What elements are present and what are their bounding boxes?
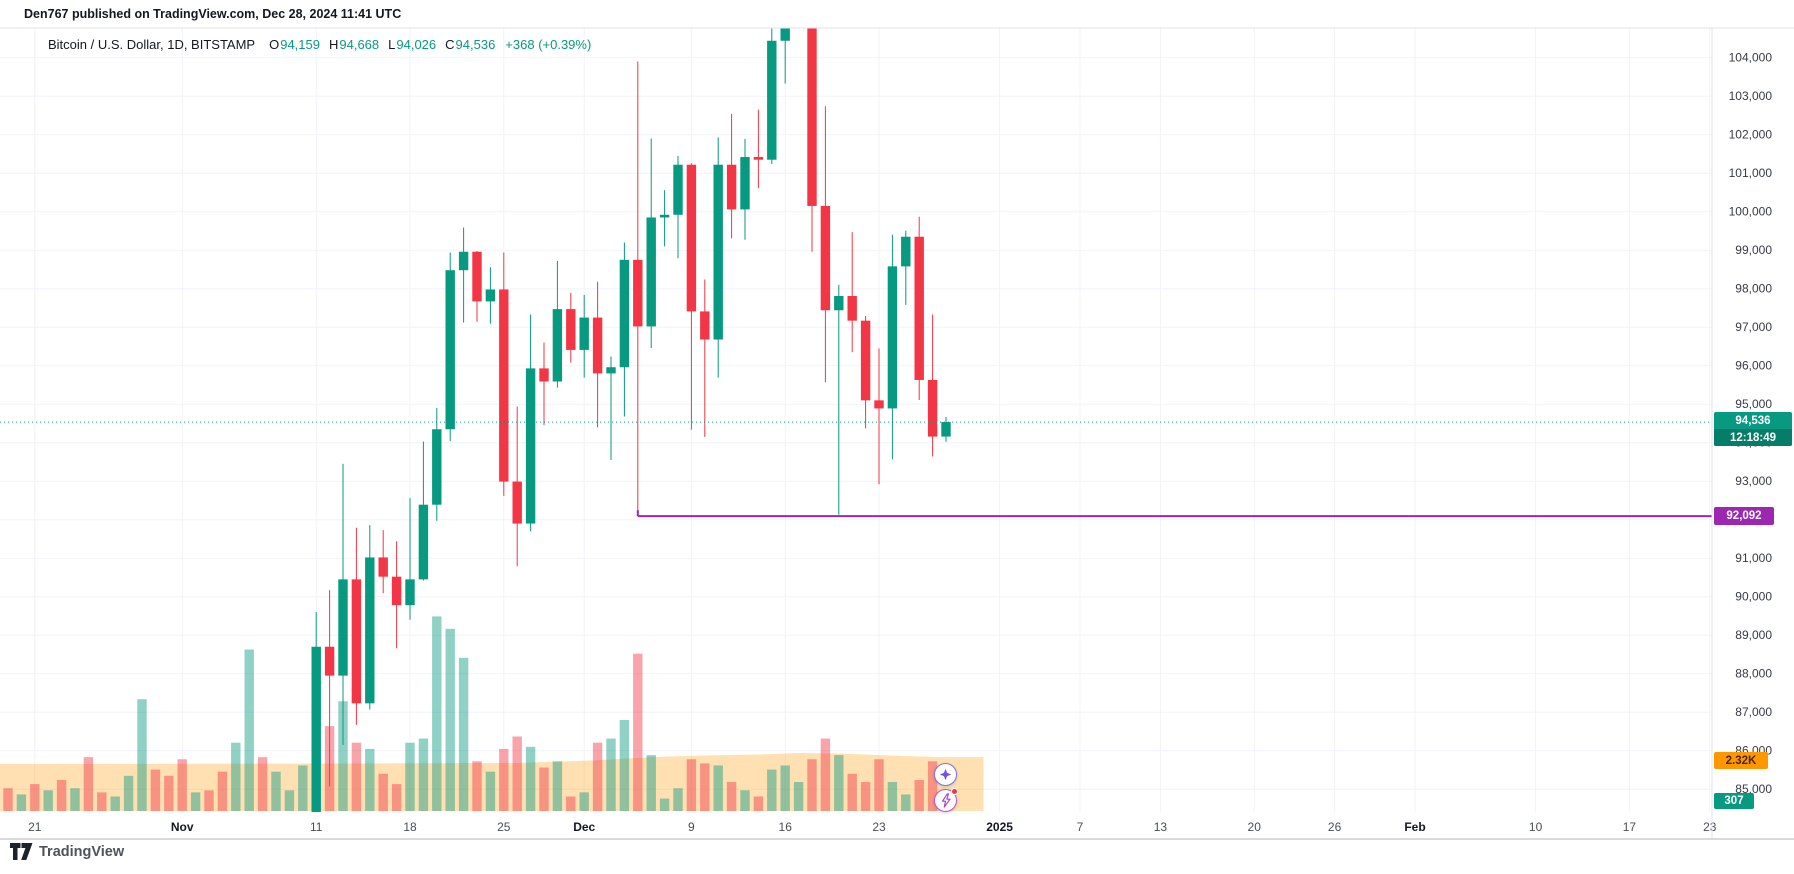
ray-price-badge: 92,092 [1714, 507, 1774, 525]
quick-trade-button[interactable] [934, 788, 958, 812]
last-price-badge: 94,536 12:18:49 [1714, 412, 1792, 446]
high-label: H [328, 36, 339, 52]
svg-text:87,000: 87,000 [1735, 705, 1772, 719]
svg-text:21: 21 [28, 820, 42, 834]
svg-text:100,000: 100,000 [1729, 205, 1773, 219]
svg-text:16: 16 [779, 820, 793, 834]
close-label: C [445, 36, 455, 52]
svg-text:23: 23 [872, 820, 886, 834]
svg-text:10: 10 [1529, 820, 1543, 834]
svg-text:97,000: 97,000 [1735, 320, 1772, 334]
tradingview-logo[interactable]: TradingView [10, 843, 124, 860]
change-value: +368 (+0.39%) [505, 36, 592, 52]
svg-text:20: 20 [1248, 820, 1262, 834]
svg-text:103,000: 103,000 [1729, 89, 1773, 103]
svg-text:17: 17 [1623, 820, 1637, 834]
open-value: 94,159 [280, 36, 320, 52]
svg-text:96,000: 96,000 [1735, 359, 1772, 373]
tradingview-brand-text: TradingView [39, 843, 125, 860]
attribution: Den767 published on TradingView.com, Dec… [24, 7, 402, 21]
svg-text:93,000: 93,000 [1735, 474, 1772, 488]
svg-text:91,000: 91,000 [1735, 551, 1772, 565]
svg-text:98,000: 98,000 [1735, 282, 1772, 296]
svg-text:26: 26 [1328, 820, 1342, 834]
close-value: 94,536 [455, 36, 496, 52]
svg-text:18: 18 [403, 820, 417, 834]
svg-text:13: 13 [1154, 820, 1168, 834]
bar-countdown: 12:18:49 [1714, 429, 1792, 446]
volume-badge: 307 [1714, 793, 1754, 809]
svg-text:101,000: 101,000 [1729, 166, 1773, 180]
high-value: 94,668 [339, 36, 380, 52]
svg-text:2025: 2025 [986, 820, 1013, 834]
svg-text:7: 7 [1077, 820, 1084, 834]
svg-text:11: 11 [310, 820, 323, 834]
open-label: O [269, 36, 280, 52]
svg-text:Feb: Feb [1404, 820, 1425, 834]
tradingview-mark-icon [10, 843, 33, 860]
svg-text:102,000: 102,000 [1729, 128, 1773, 142]
svg-text:95,000: 95,000 [1735, 397, 1772, 411]
svg-text:25: 25 [497, 820, 511, 834]
svg-text:Dec: Dec [573, 820, 595, 834]
ai-ideas-button[interactable] [934, 763, 957, 786]
low-value: 94,026 [396, 36, 437, 52]
svg-text:104,000: 104,000 [1729, 51, 1773, 65]
low-label: L [388, 36, 396, 52]
svg-text:88,000: 88,000 [1735, 667, 1772, 681]
svg-text:9: 9 [688, 820, 695, 834]
volume-ma-badge: 2.32K [1714, 752, 1768, 769]
symbol-legend: Bitcoin / U.S. Dollar, 1D, BITSTAMP O 94,… [48, 35, 591, 53]
svg-text:99,000: 99,000 [1735, 243, 1772, 257]
svg-text:Nov: Nov [171, 820, 194, 834]
notification-dot [951, 788, 958, 795]
last-price-value: 94,536 [1735, 414, 1771, 427]
svg-text:90,000: 90,000 [1735, 590, 1772, 604]
symbol-title: Bitcoin / U.S. Dollar, 1D, BITSTAMP [48, 36, 256, 52]
svg-text:89,000: 89,000 [1735, 628, 1772, 642]
svg-text:85,000: 85,000 [1735, 782, 1772, 796]
lightning-icon [941, 793, 951, 808]
sparkle-icon [939, 768, 952, 781]
svg-text:23: 23 [1703, 820, 1717, 834]
